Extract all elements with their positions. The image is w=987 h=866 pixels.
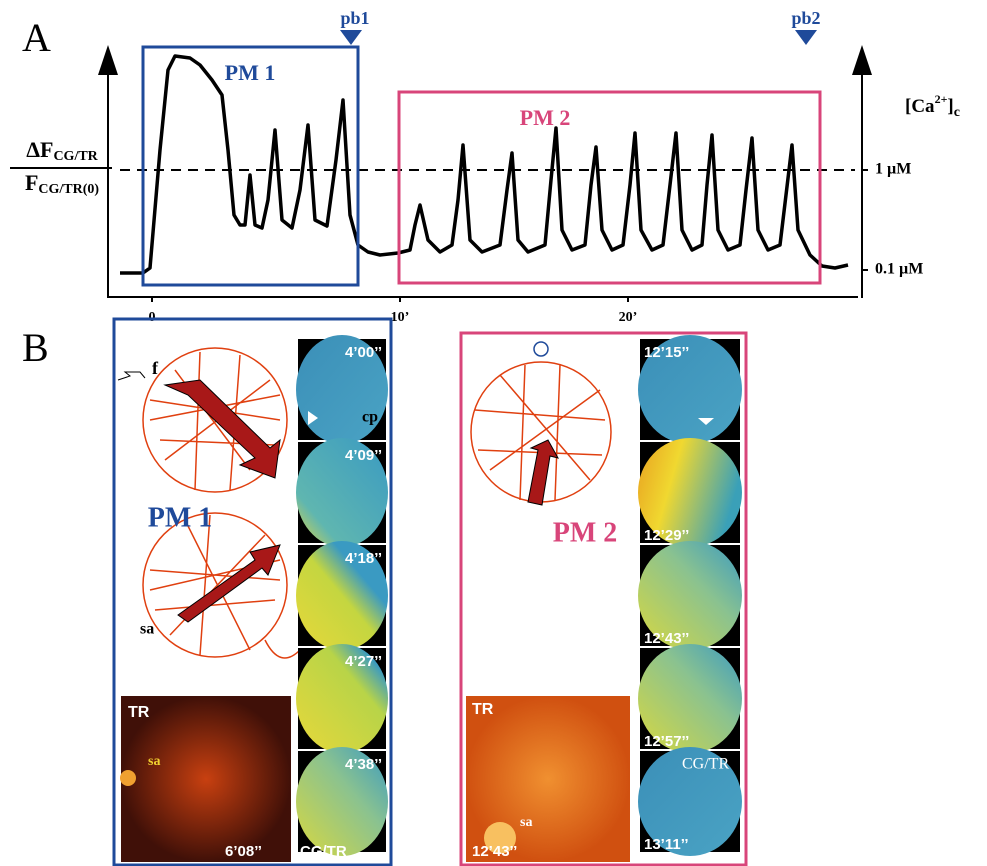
y-label-denominator: FCG/TR(0) — [25, 170, 99, 197]
schematic — [143, 513, 287, 657]
text: [Ca — [905, 96, 935, 117]
frame-time: 12’43’’ — [644, 630, 689, 647]
sa-spot — [120, 770, 136, 786]
image-label: TR — [472, 701, 494, 718]
text: c — [954, 105, 960, 120]
filament — [118, 372, 145, 380]
image-label: CG/TR — [300, 843, 347, 860]
text: ΔF — [26, 137, 53, 162]
image-label: sa — [148, 754, 160, 769]
marker — [340, 30, 362, 45]
y-label-numerator: ΔFCG/TR — [26, 137, 98, 164]
calcium-trace — [120, 56, 848, 273]
schematic-label: f — [152, 358, 159, 378]
y-right-tick: 0.1 µM — [875, 261, 923, 278]
frame-time: 4’09’’ — [345, 447, 382, 464]
schematic — [265, 640, 300, 658]
axis-arrow — [852, 45, 872, 75]
frame-time: 12’29’’ — [644, 527, 689, 544]
box-label: PM 2 — [520, 105, 571, 130]
text: CG/TR — [53, 149, 98, 164]
frame-time: 4’18’’ — [345, 550, 382, 567]
text: 2+ — [935, 92, 948, 106]
text: F — [25, 170, 38, 195]
image-label: cp — [362, 409, 378, 426]
frame-time: 12’15’’ — [644, 344, 689, 361]
frame-time: 12’57’’ — [644, 733, 689, 750]
x-tick-label: 20’ — [619, 310, 638, 325]
marker-label: pb1 — [340, 8, 369, 28]
marker-label: pb2 — [791, 8, 820, 28]
pm-title: PM 2 — [553, 517, 618, 548]
panel-label: B — [22, 325, 49, 370]
panel-label: A — [22, 15, 51, 60]
y-right-title: [Ca2+]c — [905, 92, 960, 120]
box-label: PM 1 — [225, 60, 276, 85]
pm-title: PM 1 — [148, 502, 213, 533]
frame-time: 13’11’’ — [644, 836, 689, 853]
image-label: TR — [128, 704, 150, 721]
text: CG/TR(0) — [38, 182, 99, 197]
frame-time: 4’00’’ — [345, 344, 382, 361]
marker — [795, 30, 817, 45]
x-tick-label: 10’ — [391, 310, 410, 325]
frame-time: 4’38’’ — [345, 756, 382, 773]
image-label: CG/TR — [682, 756, 729, 773]
y-right-tick: 1 µM — [875, 161, 911, 178]
frame-time: 4’27’’ — [345, 653, 382, 670]
schematic — [534, 342, 548, 356]
figure: A PM 1 PM 2 pb1 pb2 0 10’ 20’ ΔFCG/TR FC… — [0, 0, 987, 866]
image-label: sa — [520, 815, 532, 830]
frame-time: 12’43’’ — [472, 843, 517, 860]
axis-arrow — [98, 45, 118, 75]
frame-time: 6’08’’ — [225, 843, 262, 860]
schematic-label: sa — [140, 621, 154, 638]
